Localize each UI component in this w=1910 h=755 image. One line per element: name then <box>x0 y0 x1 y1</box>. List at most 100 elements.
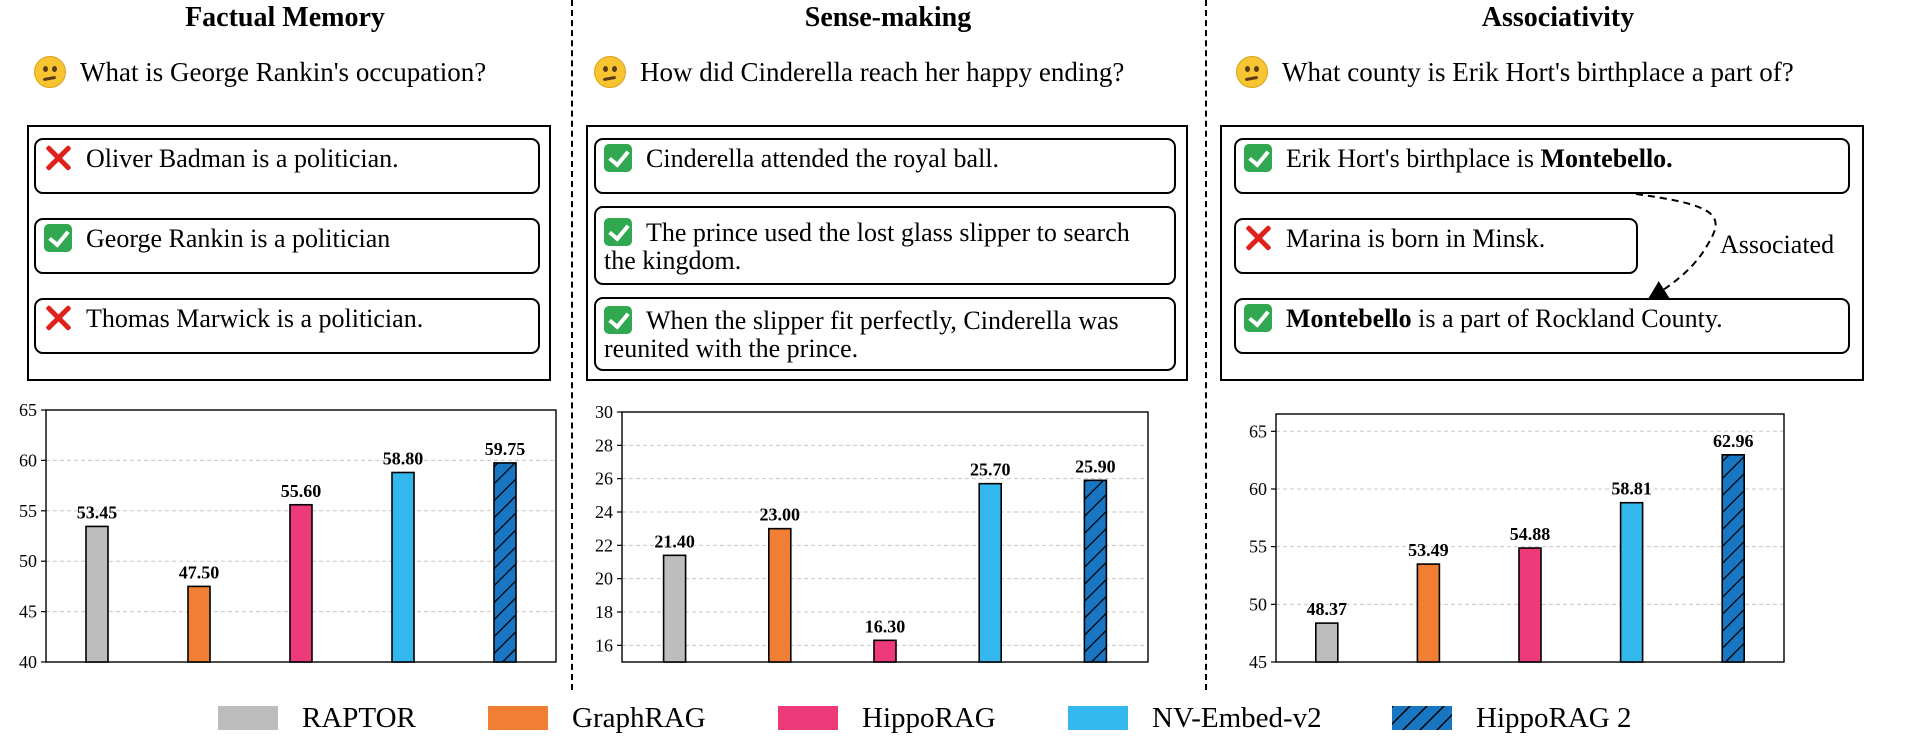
panel-title: Sense-making <box>804 2 972 33</box>
cross-icon <box>44 304 72 332</box>
statement: Cinderella attended the royal ball. <box>594 138 1176 194</box>
legend-swatch <box>1068 706 1128 730</box>
bar <box>85 525 109 663</box>
legend-label: RAPTOR <box>302 701 416 734</box>
bar-value-label: 58.80 <box>383 448 424 468</box>
question-text: How did Cinderella reach her happy endin… <box>640 56 1125 87</box>
y-tick-label: 60 <box>1249 479 1267 499</box>
bar <box>1518 547 1542 663</box>
bar <box>1619 501 1644 663</box>
legend-item: RAPTOR <box>218 698 416 738</box>
bar <box>978 482 1003 663</box>
bar <box>391 471 415 663</box>
y-tick-label: 60 <box>19 450 37 470</box>
bar-value-label: 25.90 <box>1075 456 1116 476</box>
y-tick-label: 55 <box>19 501 37 521</box>
statement-entity: Montebello. <box>1540 144 1673 173</box>
y-tick-label: 55 <box>1249 537 1267 557</box>
legend-label: GraphRAG <box>572 701 706 734</box>
bar-value-label: 54.88 <box>1510 524 1551 544</box>
statement: Oliver Badman is a politician. <box>34 138 540 194</box>
legend-item: NV-Embed-v2 <box>1068 698 1322 738</box>
bar <box>493 462 517 663</box>
panel-associativity: Associativity What county is Erik Hort's… <box>1206 0 1910 690</box>
legend-swatch <box>218 706 278 730</box>
y-tick-label: 45 <box>19 602 37 622</box>
y-tick-label: 50 <box>19 551 37 571</box>
bar-value-label: 25.70 <box>970 460 1011 480</box>
y-tick-label: 22 <box>595 535 613 555</box>
check-icon <box>1244 304 1272 332</box>
question: How did Cinderella reach her happy endin… <box>594 56 1124 88</box>
statement-text: The prince used the lost glass slipper t… <box>604 218 1130 275</box>
association-label: Associated <box>1720 230 1835 259</box>
panel-divider <box>571 0 573 690</box>
check-icon <box>604 144 632 172</box>
statement: When the slipper fit perfectly, Cinderel… <box>594 297 1176 371</box>
panel-factual-memory: Factual Memory What is George Rankin's o… <box>0 0 570 690</box>
y-tick-label: 30 <box>595 402 613 422</box>
question-text: What is George Rankin's occupation? <box>80 56 487 87</box>
bar-chart: 45 50 55 60 65 48.37 53.49 54.88 58.81 62.96 <box>1206 400 1910 675</box>
statement-text-part: is a part of Rockland County. <box>1411 304 1723 333</box>
legend-label: HippoRAG 2 <box>1476 701 1632 734</box>
panel-title: Factual Memory <box>185 2 385 33</box>
legend-item: HippoRAG 2 <box>1392 698 1631 738</box>
bar-value-label: 58.81 <box>1611 479 1652 499</box>
legend: RAPTOR GraphRAG HippoRAG NV-Embed-v2 Hip… <box>0 698 1910 738</box>
y-tick-label: 45 <box>1249 652 1267 670</box>
bar <box>768 527 792 663</box>
bar-value-label: 53.49 <box>1408 540 1449 560</box>
question-text: What county is Erik Hort's birthplace a … <box>1282 56 1794 87</box>
legend-swatch-hatched <box>1392 706 1452 730</box>
statement-text: Erik Hort's birthplace is Montebello. <box>1286 144 1673 173</box>
statement-text: George Rankin is a politician <box>86 224 391 253</box>
y-tick-label: 20 <box>595 569 613 589</box>
bar-value-label: 47.50 <box>179 562 220 582</box>
panel-sense-making: Sense-making How did Cinderella reach he… <box>572 0 1204 690</box>
statement-text: Oliver Badman is a politician. <box>86 144 399 173</box>
legend-label: HippoRAG <box>862 701 996 734</box>
question: What county is Erik Hort's birthplace a … <box>1236 56 1794 88</box>
check-icon <box>604 306 632 334</box>
bar-value-label: 23.00 <box>760 505 801 525</box>
bar-value-label: 55.60 <box>281 481 322 501</box>
thinking-face-icon <box>34 56 66 88</box>
bar <box>873 639 897 663</box>
bar <box>1416 563 1441 663</box>
statement-text: When the slipper fit perfectly, Cinderel… <box>604 306 1119 363</box>
bar-chart: 16 18 20 22 24 26 28 30 21.40 23.00 16.30 25.70 25.9… <box>572 400 1204 675</box>
y-tick-label: 65 <box>1249 421 1267 441</box>
bar <box>1315 622 1339 663</box>
panel-title: Associativity <box>1481 2 1635 33</box>
y-tick-label: 28 <box>595 435 613 455</box>
y-tick-label: 50 <box>1249 594 1267 614</box>
bar <box>289 503 313 663</box>
y-tick-label: 40 <box>19 652 37 670</box>
bar-value-label: 16.30 <box>865 616 906 636</box>
thinking-face-icon <box>1236 56 1268 88</box>
y-tick-label: 26 <box>595 469 613 489</box>
bar <box>662 554 687 663</box>
statement-text: Montebello is a part of Rockland County. <box>1286 304 1723 333</box>
y-tick-label: 18 <box>595 602 613 622</box>
statement-text: Cinderella attended the royal ball. <box>646 144 1000 173</box>
bar-value-label: 59.75 <box>485 439 526 459</box>
statement: Thomas Marwick is a politician. <box>34 298 540 354</box>
bar-value-label: 48.37 <box>1307 599 1348 619</box>
bar-value-label: 53.45 <box>77 502 118 522</box>
statement-text-part: Erik Hort's birthplace is <box>1286 144 1541 173</box>
check-icon <box>604 218 632 246</box>
statement: Marina is born in Minsk. <box>1234 218 1638 274</box>
check-icon <box>1244 144 1272 172</box>
panel-divider <box>1205 0 1207 690</box>
bar-chart: 40 45 50 55 60 65 53.45 47.50 55.60 58.80 59.75 <box>0 400 570 675</box>
legend-swatch <box>778 706 838 730</box>
legend-item: GraphRAG <box>488 698 706 738</box>
statement-text: Marina is born in Minsk. <box>1286 224 1546 253</box>
bar-value-label: 62.96 <box>1713 431 1754 451</box>
bar-value-label: 21.40 <box>654 531 695 551</box>
statement-text: Thomas Marwick is a politician. <box>86 304 424 333</box>
association-arrow <box>1635 193 1717 301</box>
y-tick-label: 65 <box>19 400 37 420</box>
